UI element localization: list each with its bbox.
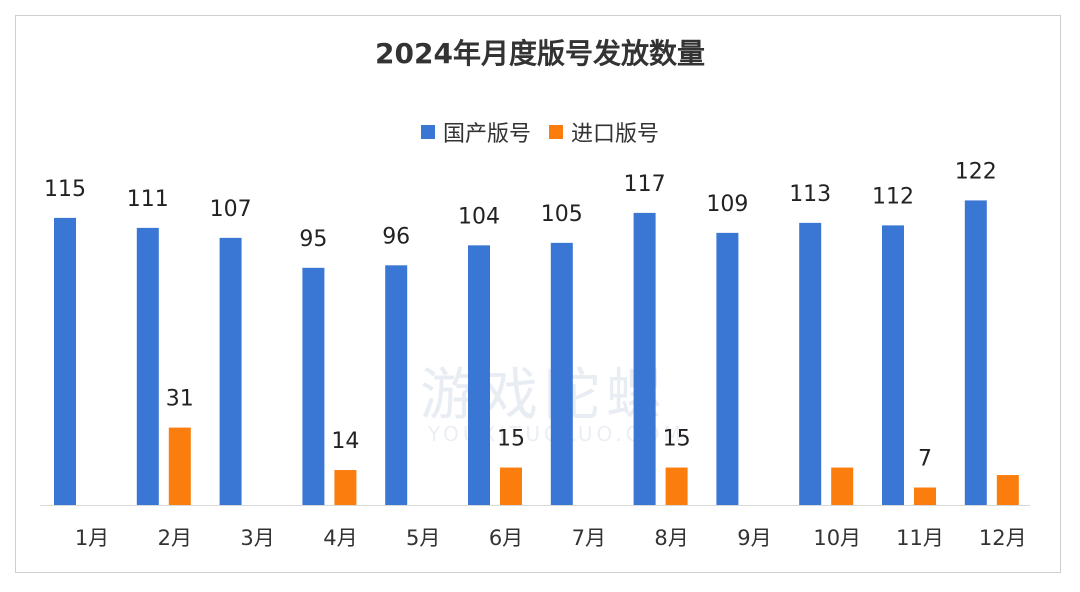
legend-swatch-domestic [420,125,435,139]
data-label-domestic-7: 105 [541,202,583,227]
data-label-imported-6: 15 [497,427,525,452]
data-label-domestic-2: 111 [127,187,169,212]
bar-domestic-7 [550,242,573,505]
data-label-domestic-6: 104 [458,204,500,229]
watermark-text: 游戏陀螺 [420,363,668,428]
legend-item-imported: 进口版号 [549,116,659,148]
bar-domestic-10 [799,222,822,506]
bar-domestic-1 [54,217,76,505]
data-label-domestic-11: 112 [872,184,914,209]
bar-imported-8 [665,467,688,505]
bar-domestic-6 [468,245,490,505]
bar-domestic-11 [882,225,904,505]
data-label-domestic-9: 109 [706,192,748,217]
chart-legend: 国产版号 进口版号 [0,116,1080,148]
x-tick-label-10: 10月 [813,526,861,550]
bar-domestic-2 [136,227,159,505]
data-label-domestic-4: 95 [299,227,327,252]
bar-domestic-5 [385,265,408,505]
legend-item-domestic: 国产版号 [420,116,531,148]
data-label-domestic-8: 117 [624,172,666,197]
bar-domestic-3 [219,237,242,505]
data-label-domestic-3: 107 [210,197,252,222]
legend-label-domestic: 国产版号 [442,122,531,147]
bar-domestic-8 [633,212,656,505]
x-tick-label-2: 2月 [158,526,192,550]
bar-domestic-12 [964,200,987,505]
data-label-domestic-5: 96 [382,224,410,249]
x-tick-label-7: 7月 [572,526,606,550]
data-label-domestic-1: 115 [44,177,86,202]
x-tick-label-6: 6月 [489,526,523,550]
bar-imported-6 [500,467,522,505]
x-tick-label-9: 9月 [737,526,771,550]
legend-label-imported: 进口版号 [571,122,660,147]
data-label-imported-8: 15 [663,427,691,452]
x-tick-label-12: 12月 [979,526,1027,550]
bar-domestic-4 [302,267,325,505]
x-tick-label-3: 3月 [240,526,274,550]
legend-swatch-imported [549,125,563,139]
data-label-domestic-10: 113 [789,182,831,207]
data-label-imported-2: 31 [166,387,194,412]
data-label-imported-11: 7 [918,447,932,472]
x-tick-label-1: 1月 [75,526,109,550]
x-tick-label-5: 5月 [406,526,440,550]
bar-domestic-9 [716,232,739,505]
bar-imported-12 [996,475,1019,505]
x-tick-label-11: 11月 [896,526,944,550]
bar-imported-10 [831,467,854,505]
bar-imported-2 [168,427,191,505]
x-tick-label-8: 8月 [654,526,688,550]
chart-title: 2024年月度版号发放数量 [375,37,705,70]
x-tick-label-4: 4月 [323,526,357,550]
data-label-domestic-12: 122 [955,159,997,184]
bar-imported-4 [334,470,357,505]
bar-imported-11 [914,487,936,505]
data-label-imported-4: 14 [331,429,359,454]
